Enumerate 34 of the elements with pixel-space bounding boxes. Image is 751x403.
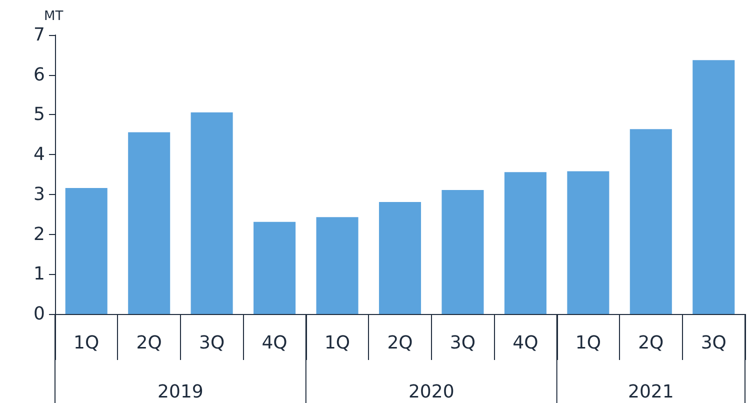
x-tick-label: 1Q [74, 332, 100, 354]
bar [692, 60, 735, 314]
bar [316, 217, 358, 314]
x-tick-label: 2Q [638, 332, 664, 354]
y-tick-label: 6 [34, 64, 45, 86]
x-tick-label: 3Q [450, 332, 476, 354]
y-tick-label: 4 [34, 144, 45, 166]
x-tick-label: 1Q [575, 332, 601, 354]
y-tick-label: 3 [34, 184, 45, 205]
bar [378, 202, 422, 314]
x-tick-label: 2Q [387, 332, 413, 354]
bar [65, 188, 108, 314]
x-tick-label: 3Q [700, 332, 726, 354]
x-tick-label: 3Q [199, 332, 225, 354]
bar [630, 129, 672, 314]
y-tick-label: 1 [34, 264, 45, 285]
bar [504, 172, 546, 314]
x-tick-label: 4Q [262, 332, 288, 354]
bar [442, 190, 484, 314]
y-tick-label: 5 [34, 104, 45, 126]
y-axis-title: MT [44, 9, 64, 24]
text: 2020 [408, 382, 454, 402]
bar [254, 222, 296, 314]
bar [567, 171, 610, 314]
x-tick-label: 2Q [136, 332, 162, 354]
text: 2021 [628, 382, 674, 402]
x-tick-label: 1Q [324, 332, 350, 354]
y-tick-label: 7 [34, 24, 45, 46]
y-tick-label: 2 [34, 224, 45, 245]
x-tick-label: 4Q [512, 332, 538, 354]
bar [128, 132, 170, 314]
bar [190, 112, 233, 314]
text: 2019 [158, 382, 204, 402]
y-tick-label: 0 [34, 304, 45, 324]
